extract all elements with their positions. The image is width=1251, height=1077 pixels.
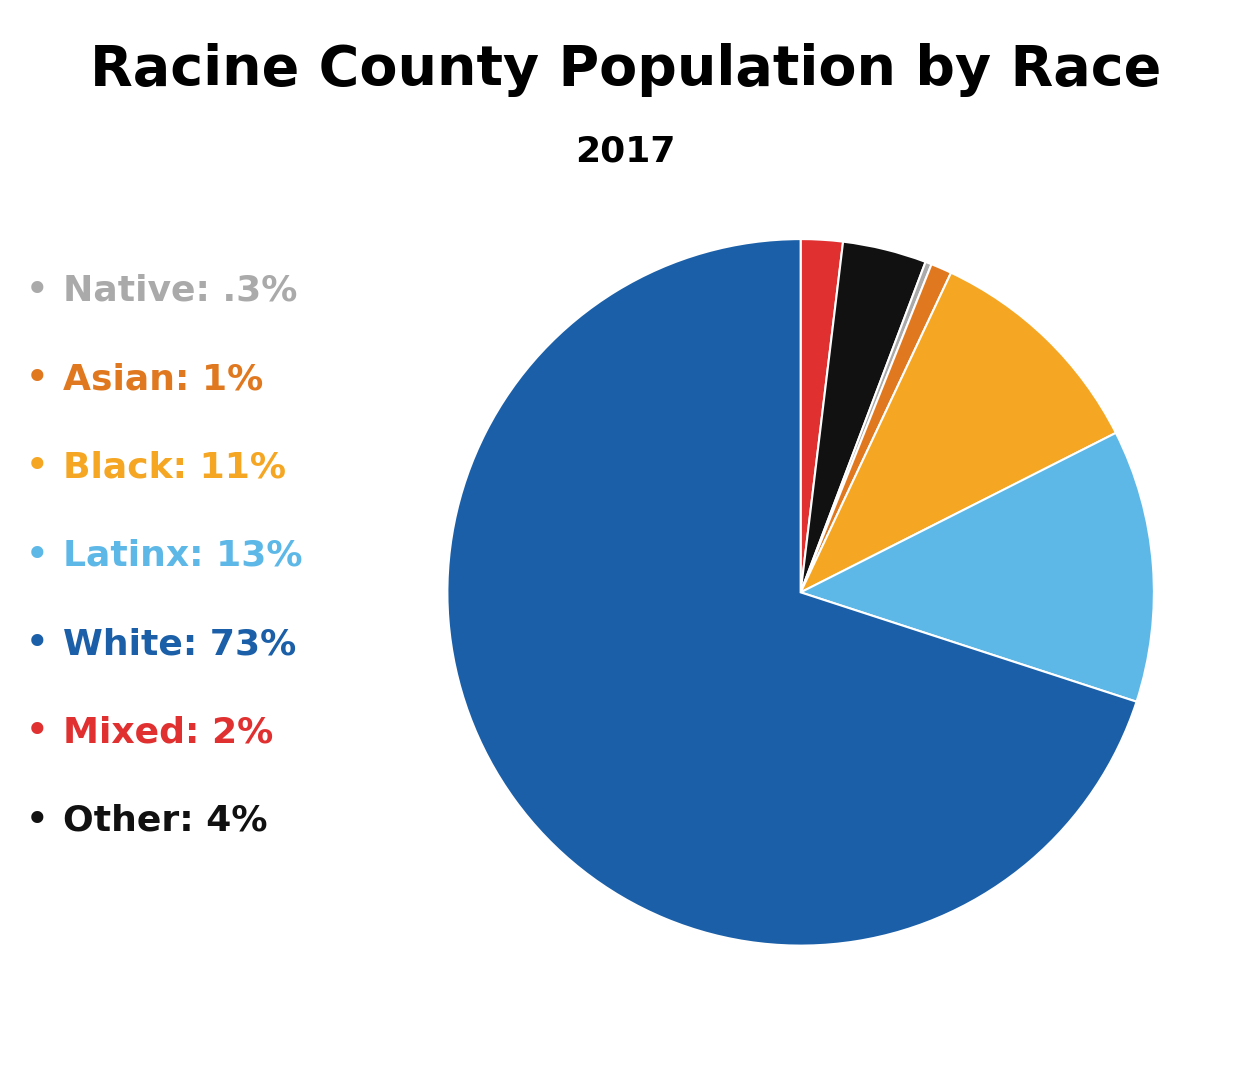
Text: Native: .3%: Native: .3%	[63, 274, 296, 308]
Text: •: •	[25, 535, 50, 576]
Text: Racine County Population by Race: Racine County Population by Race	[90, 43, 1161, 97]
Text: •: •	[25, 800, 50, 841]
Wedge shape	[448, 239, 1137, 946]
Text: White: 73%: White: 73%	[63, 627, 295, 661]
Text: Other: 4%: Other: 4%	[63, 803, 266, 838]
Text: •: •	[25, 447, 50, 488]
Wedge shape	[801, 262, 932, 592]
Text: 2017: 2017	[575, 135, 676, 169]
Text: Latinx: 13%: Latinx: 13%	[63, 538, 301, 573]
Text: •: •	[25, 712, 50, 753]
Text: Mixed: 2%: Mixed: 2%	[63, 715, 273, 750]
Text: Asian: 1%: Asian: 1%	[63, 362, 263, 396]
Text: •: •	[25, 359, 50, 400]
Wedge shape	[801, 264, 951, 592]
Wedge shape	[801, 433, 1153, 702]
Wedge shape	[801, 272, 1116, 592]
Text: Black: 11%: Black: 11%	[63, 450, 285, 485]
Wedge shape	[801, 239, 843, 592]
Wedge shape	[801, 241, 926, 592]
Text: •: •	[25, 624, 50, 665]
Text: •: •	[25, 270, 50, 311]
